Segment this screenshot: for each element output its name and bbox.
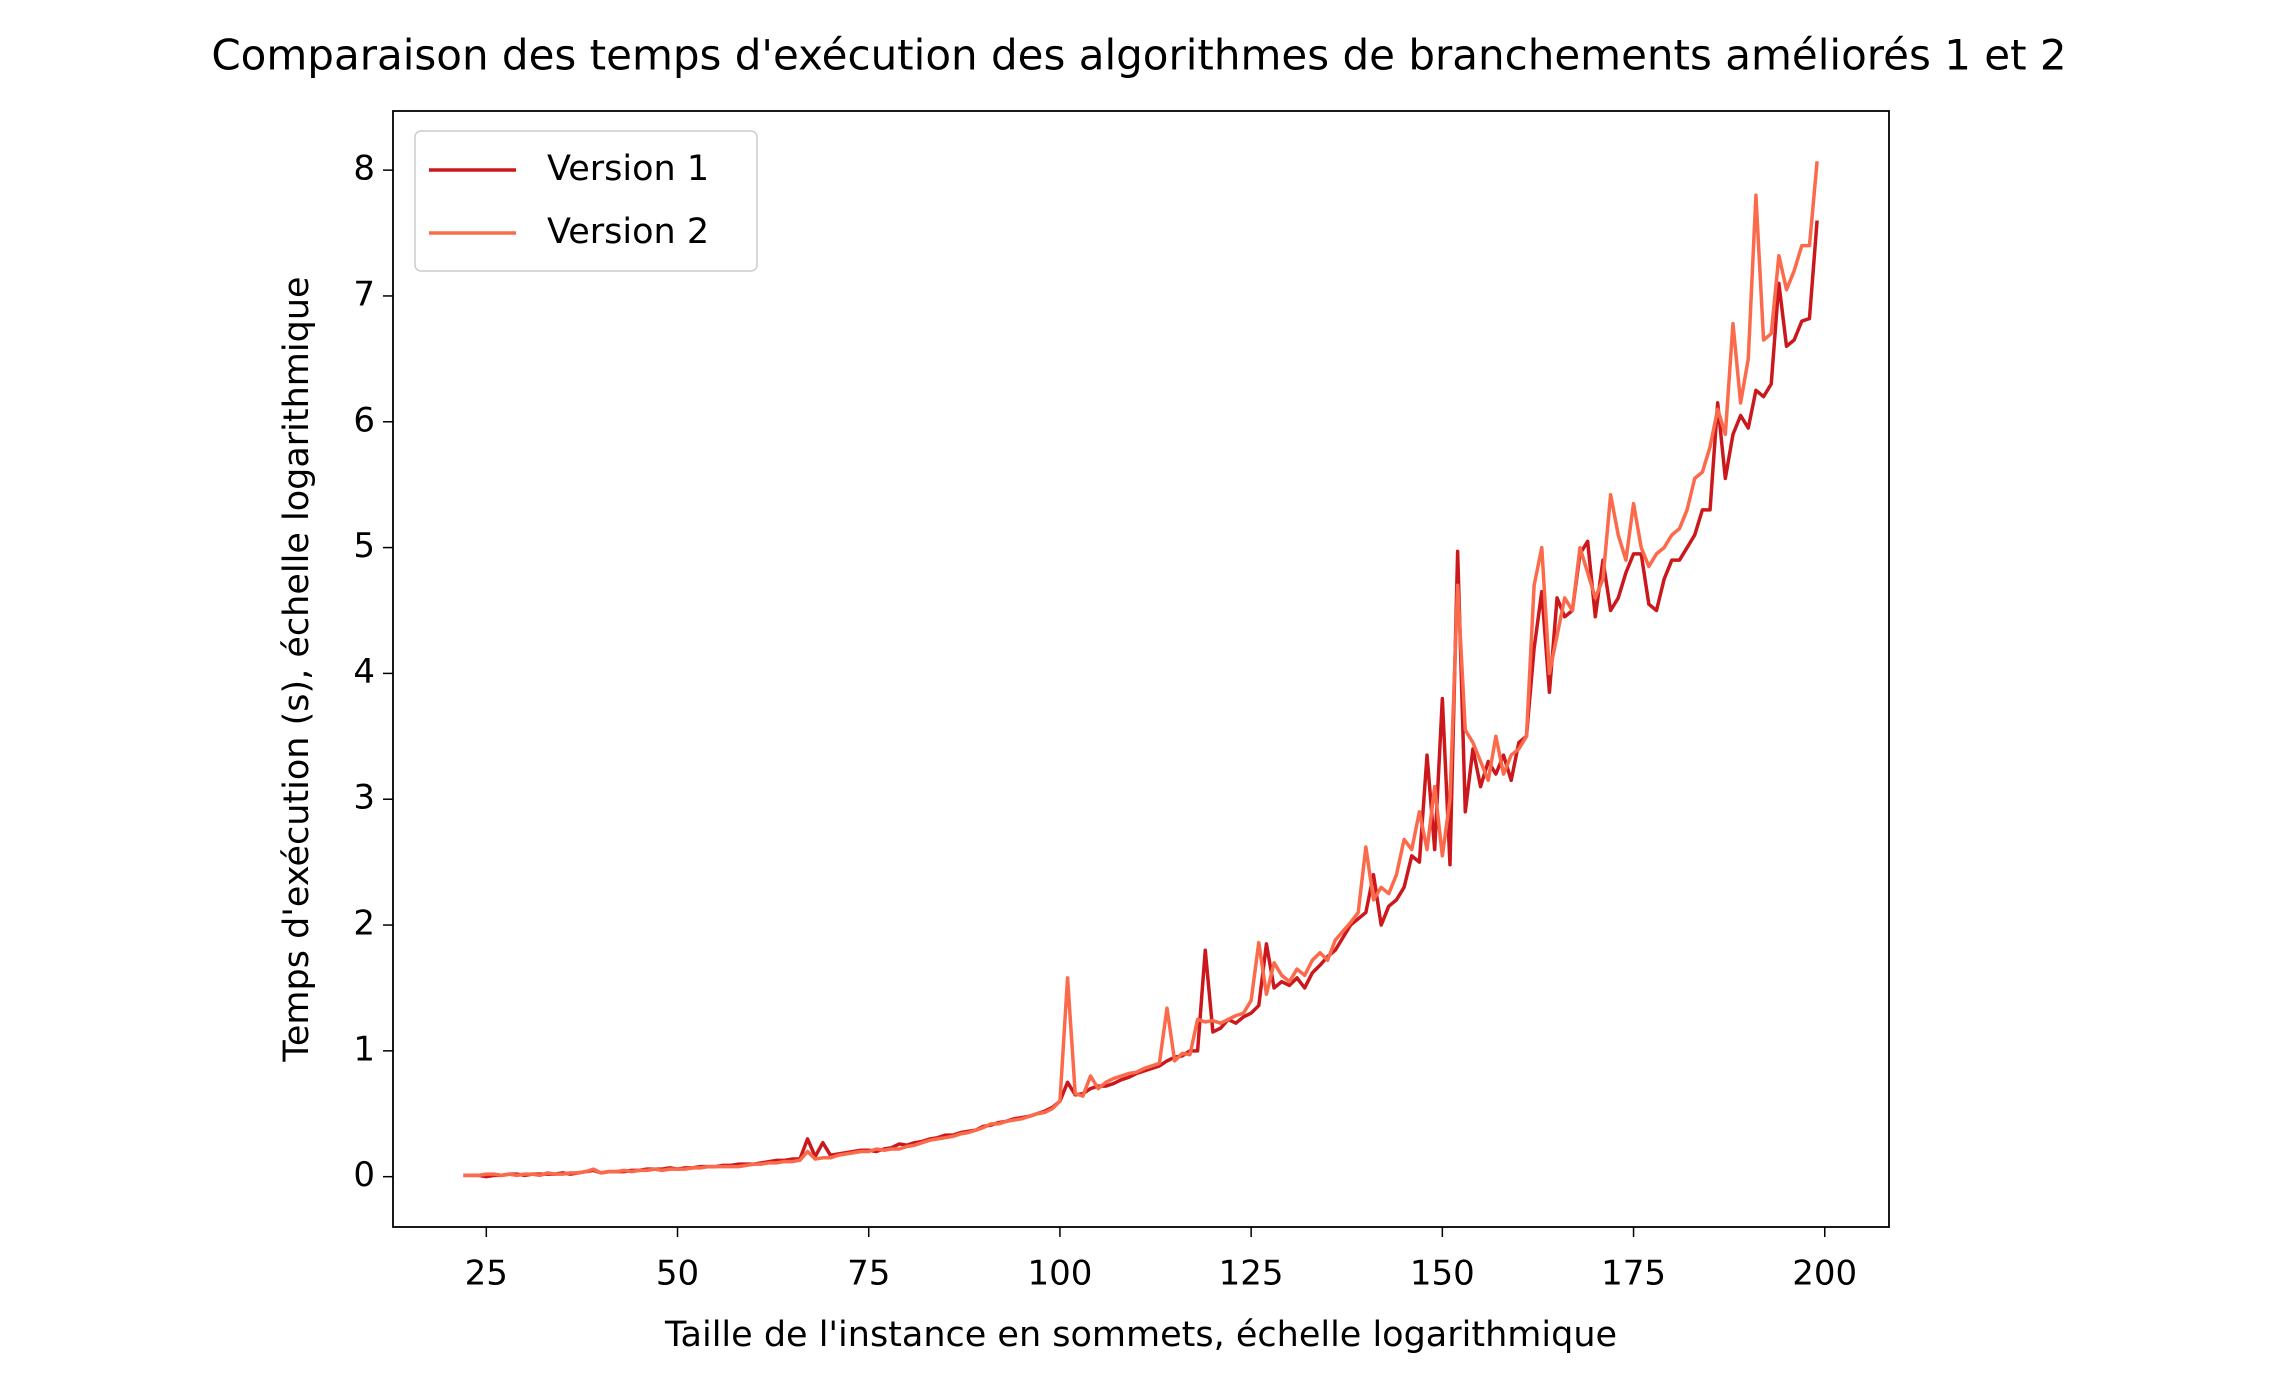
series-line: [463, 161, 1819, 1178]
x-tick-label: 75: [847, 1254, 890, 1294]
x-tick-label: 200: [1792, 1254, 1857, 1294]
y-tick-label: 3: [353, 778, 375, 818]
chart-title: Comparaison des temps d'exécution des al…: [211, 31, 2066, 80]
x-tick-label: 150: [1410, 1254, 1475, 1294]
legend-label: Version 1: [547, 149, 709, 189]
y-tick-label: 4: [353, 652, 375, 692]
y-tick-label: 2: [353, 904, 375, 944]
y-tick-label: 0: [353, 1155, 375, 1195]
legend-box: [414, 130, 758, 272]
x-tick-label: 175: [1601, 1254, 1666, 1294]
x-tick-label: 25: [465, 1254, 508, 1294]
y-tick-label: 6: [353, 400, 375, 440]
x-tick-label: 50: [656, 1254, 699, 1294]
legend-label: Version 2: [547, 212, 709, 252]
y-tick-label: 8: [353, 149, 375, 189]
x-tick-label: 100: [1027, 1254, 1092, 1294]
x-axis-label: Taille de l'instance en sommets, échelle…: [664, 1315, 1617, 1355]
y-tick-label: 1: [353, 1029, 375, 1069]
x-tick-label: 125: [1219, 1254, 1284, 1294]
y-tick-label: 7: [353, 274, 375, 314]
y-tick-label: 5: [353, 526, 375, 566]
y-axis-label: Temps d'exécution (s), échelle logarithm…: [277, 276, 317, 1062]
plot-frame: [392, 110, 1890, 1228]
